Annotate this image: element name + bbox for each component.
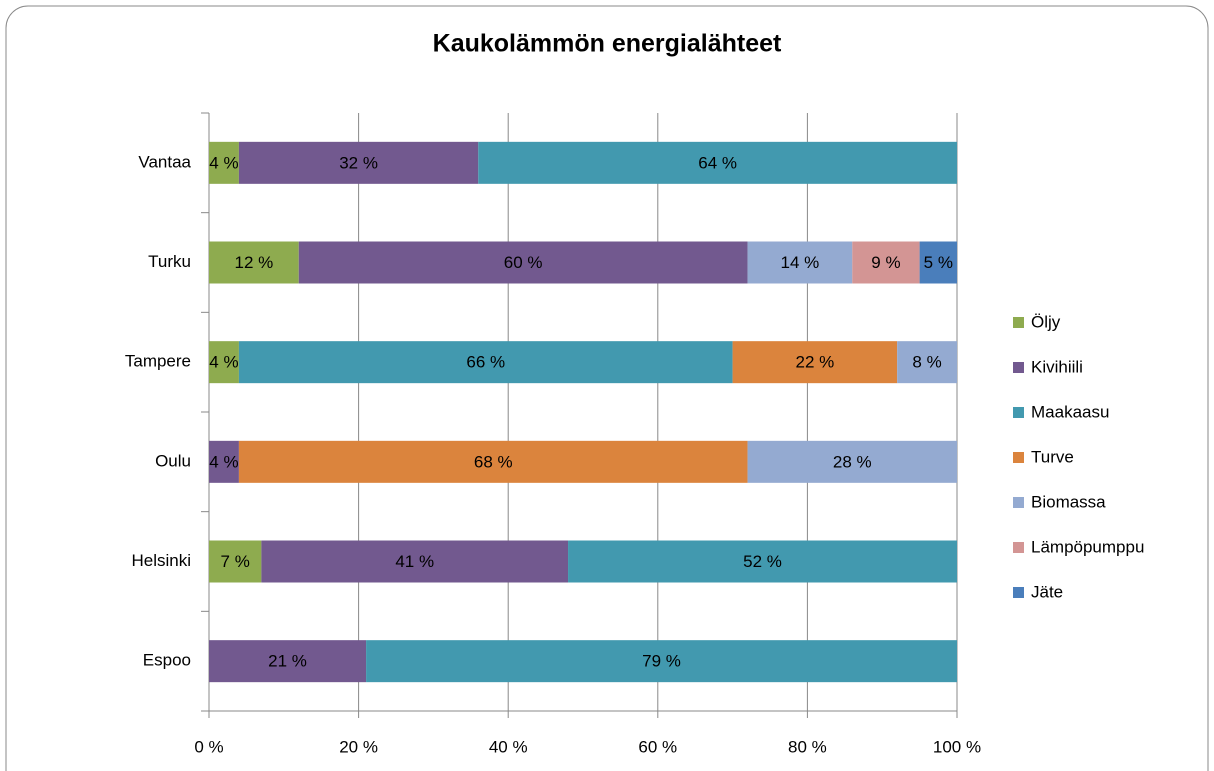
bar-segment bbox=[366, 640, 958, 683]
legend-swatch bbox=[1013, 317, 1024, 328]
x-tick-label: 60 % bbox=[638, 737, 677, 756]
y-tick-label: Helsinki bbox=[131, 551, 191, 570]
data-label: 22 % bbox=[796, 353, 835, 372]
legend-label: Öljy bbox=[1031, 312, 1061, 331]
bar-segment bbox=[238, 341, 733, 384]
x-tick-label: 80 % bbox=[788, 737, 827, 756]
data-label: 32 % bbox=[339, 153, 378, 172]
data-label: 5 % bbox=[924, 253, 953, 272]
data-label: 52 % bbox=[743, 552, 782, 571]
data-label: 21 % bbox=[268, 652, 307, 671]
x-tick-label: 0 % bbox=[194, 737, 223, 756]
data-label: 7 % bbox=[221, 552, 250, 571]
bar-segment bbox=[209, 241, 299, 284]
bar-segment bbox=[897, 341, 957, 384]
bar-segment bbox=[209, 540, 262, 583]
bar-segment bbox=[238, 141, 479, 184]
data-label: 4 % bbox=[209, 353, 238, 372]
bar-segment bbox=[209, 341, 239, 384]
data-label: 8 % bbox=[912, 353, 941, 372]
data-label: 66 % bbox=[466, 353, 505, 372]
data-label: 28 % bbox=[833, 452, 872, 471]
data-label: 64 % bbox=[698, 153, 737, 172]
bar-segment bbox=[298, 241, 748, 284]
legend-swatch bbox=[1013, 542, 1024, 553]
data-label: 14 % bbox=[781, 253, 820, 272]
data-label: 79 % bbox=[642, 652, 681, 671]
bar-segment bbox=[852, 241, 920, 284]
legend-swatch bbox=[1013, 407, 1024, 418]
bar-segment bbox=[568, 540, 957, 583]
bar-segment bbox=[747, 241, 853, 284]
bar-segment bbox=[732, 341, 898, 384]
bar-segment bbox=[238, 440, 748, 483]
bar-segment bbox=[209, 141, 239, 184]
y-tick-label: Espoo bbox=[143, 651, 191, 670]
data-label: 68 % bbox=[474, 452, 513, 471]
data-label: 4 % bbox=[209, 452, 238, 471]
bar-segment bbox=[261, 540, 569, 583]
data-label: 41 % bbox=[395, 552, 434, 571]
legend-label: Jäte bbox=[1031, 582, 1063, 601]
chart-title: Kaukolämmön energialähteet bbox=[433, 30, 782, 58]
bar-segment bbox=[478, 141, 957, 184]
legend-swatch bbox=[1013, 497, 1024, 508]
y-tick-label: Oulu bbox=[155, 451, 191, 470]
legend-label: Lämpöpumppu bbox=[1031, 537, 1144, 556]
y-tick-label: Vantaa bbox=[138, 152, 191, 171]
bar-segment bbox=[919, 241, 957, 284]
bar-segment bbox=[209, 440, 239, 483]
y-tick-label: Tampere bbox=[125, 352, 191, 371]
bar-segment bbox=[747, 440, 957, 483]
legend-label: Kivihiili bbox=[1031, 357, 1083, 376]
data-label: 4 % bbox=[209, 153, 238, 172]
legend-label: Turve bbox=[1031, 447, 1074, 466]
x-tick-label: 20 % bbox=[339, 737, 378, 756]
bar-segment bbox=[209, 640, 367, 683]
y-tick-label: Turku bbox=[148, 252, 191, 271]
legend-label: Maakaasu bbox=[1031, 402, 1109, 421]
data-label: 60 % bbox=[504, 253, 543, 272]
legend-swatch bbox=[1013, 362, 1024, 373]
legend-label: Biomassa bbox=[1031, 492, 1106, 511]
legend-swatch bbox=[1013, 587, 1024, 598]
data-label: 12 % bbox=[235, 253, 274, 272]
x-tick-label: 100 % bbox=[933, 737, 981, 756]
legend-swatch bbox=[1013, 452, 1024, 463]
x-tick-label: 40 % bbox=[489, 737, 528, 756]
data-label: 9 % bbox=[871, 253, 900, 272]
